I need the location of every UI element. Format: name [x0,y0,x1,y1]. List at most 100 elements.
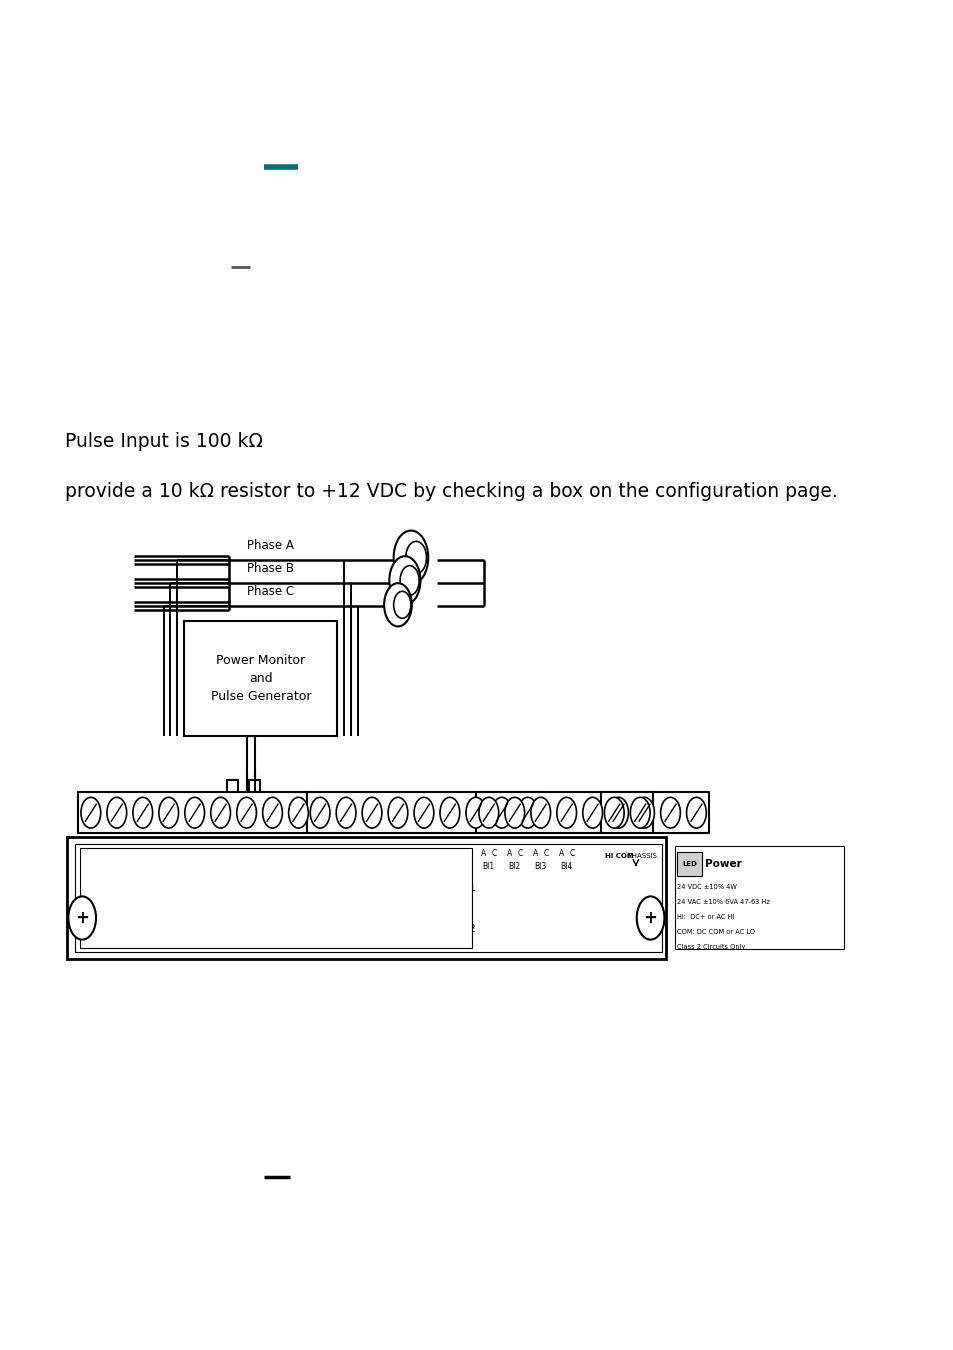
Text: Phase B: Phase B [246,562,294,575]
Circle shape [262,798,282,828]
FancyBboxPatch shape [476,792,709,833]
Circle shape [384,583,412,626]
Text: C: C [129,849,134,857]
Circle shape [686,798,705,828]
Text: UI6: UI6 [339,863,352,871]
Circle shape [211,798,231,828]
Text: +: + [643,909,657,927]
Text: HI COM: HI COM [604,853,633,859]
Text: A: A [92,849,98,857]
Circle shape [132,798,152,828]
Text: A: A [390,849,395,857]
Circle shape [289,798,308,828]
Text: UI6: UI6 [285,923,302,934]
Text: 24 VDC ±10% 4W: 24 VDC ±10% 4W [677,884,737,890]
Text: UI1: UI1 [80,883,97,894]
Text: A: A [171,849,175,857]
Text: Phase C: Phase C [246,585,294,598]
Text: C: C [569,849,574,857]
Circle shape [81,798,101,828]
FancyBboxPatch shape [677,852,700,876]
Circle shape [530,798,550,828]
Text: UI2: UI2 [120,863,132,871]
Text: C: C [181,849,186,857]
Circle shape [414,798,434,828]
Circle shape [310,798,330,828]
FancyBboxPatch shape [79,848,471,948]
Circle shape [582,798,602,828]
Circle shape [634,798,654,828]
Text: C: C [542,849,548,857]
Circle shape [439,798,459,828]
Text: BI2: BI2 [458,923,475,934]
Circle shape [399,566,418,595]
Text: UI7: UI7 [365,863,378,871]
Circle shape [659,798,679,828]
Circle shape [107,798,127,828]
FancyBboxPatch shape [67,837,665,958]
Text: +: + [75,909,89,927]
Text: A: A [144,849,150,857]
Text: Pulse Input is 100 kΩ: Pulse Input is 100 kΩ [65,432,262,451]
Text: A: A [533,849,537,857]
Text: UI8: UI8 [392,863,404,871]
Text: A: A [558,849,563,857]
FancyBboxPatch shape [75,844,661,952]
FancyBboxPatch shape [600,792,653,833]
Text: 24 VAC ±10% 6VA 47-63 Hz: 24 VAC ±10% 6VA 47-63 Hz [677,899,769,904]
Text: UI2: UI2 [80,923,97,934]
Text: LED: LED [681,861,697,867]
Circle shape [504,798,524,828]
Circle shape [236,798,256,828]
Circle shape [335,798,355,828]
Text: UI5: UI5 [314,863,326,871]
Circle shape [405,541,426,574]
Text: BI1: BI1 [458,883,475,894]
Text: BI1: BI1 [482,863,495,871]
Text: provide a 10 kΩ resistor to +12 VDC by checking a box on the configuration page.: provide a 10 kΩ resistor to +12 VDC by c… [65,482,837,501]
Text: A: A [118,849,124,857]
Text: BI4: BI4 [560,863,572,871]
FancyBboxPatch shape [184,621,337,736]
Text: A: A [312,849,317,857]
Text: C: C [322,849,328,857]
Text: C: C [491,849,497,857]
Circle shape [478,798,498,828]
Circle shape [630,798,649,828]
Text: C: C [154,849,160,857]
FancyBboxPatch shape [78,792,311,833]
Circle shape [492,798,511,828]
Circle shape [557,798,576,828]
Text: Phase A: Phase A [246,539,294,552]
Text: UI1: UI1 [94,863,107,871]
Text: C: C [103,849,108,857]
Text: COM: DC COM or AC LO: COM: DC COM or AC LO [677,929,755,934]
Text: Class 2 Circuits Only: Class 2 Circuits Only [677,944,745,949]
Circle shape [394,591,411,618]
Text: A: A [480,849,486,857]
Text: CHASSIS: CHASSIS [627,853,658,859]
Circle shape [465,798,485,828]
Circle shape [159,798,178,828]
FancyBboxPatch shape [307,792,540,833]
Text: HI:  DC+ or AC HI: HI: DC+ or AC HI [677,914,734,919]
Text: A: A [506,849,512,857]
Text: C: C [375,849,379,857]
Circle shape [185,798,204,828]
Text: BI3: BI3 [534,863,546,871]
Text: A: A [364,849,369,857]
Text: Power: Power [704,859,741,869]
Text: C: C [517,849,522,857]
Circle shape [69,896,96,940]
Circle shape [608,798,628,828]
Circle shape [636,896,663,940]
Circle shape [517,798,537,828]
FancyBboxPatch shape [674,846,842,949]
Text: UI4: UI4 [172,863,184,871]
Text: C: C [400,849,405,857]
Circle shape [604,798,623,828]
Text: UI3: UI3 [146,863,158,871]
Circle shape [362,798,381,828]
Circle shape [389,556,420,605]
Text: UI5: UI5 [285,883,302,894]
